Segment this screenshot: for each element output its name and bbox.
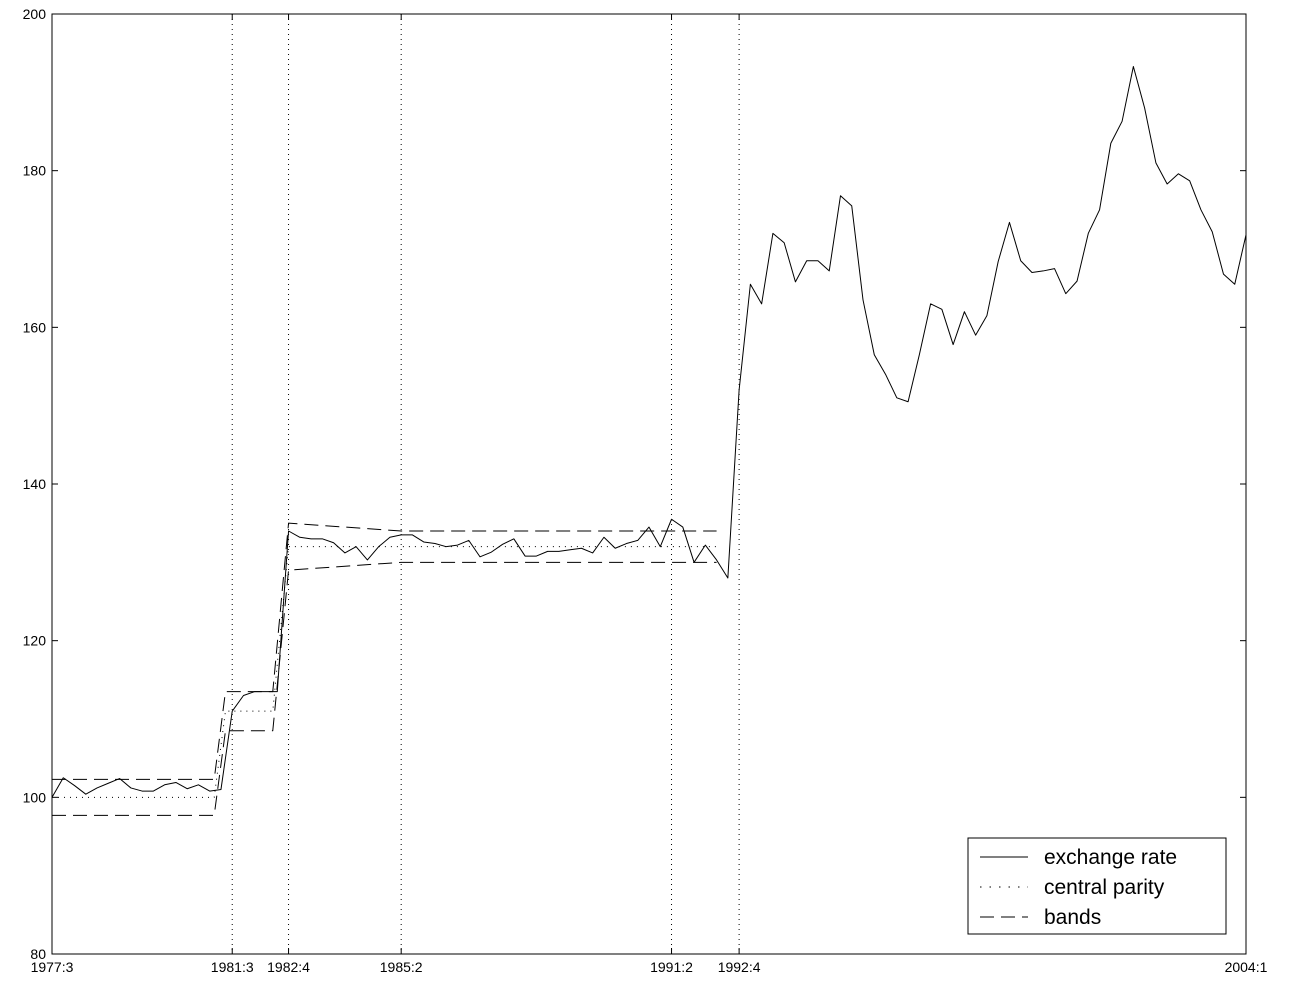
x-tick-label-2: 1982:4	[267, 959, 310, 975]
legend-label-bands: bands	[1044, 906, 1101, 929]
x-tick-label-0: 1977:3	[31, 959, 74, 975]
series-line-bands-lower	[52, 561, 717, 816]
x-tick-label-1: 1981:3	[211, 959, 254, 975]
y-tick-label-6: 200	[23, 6, 47, 22]
x-tick-label-6: 2004:1	[1225, 959, 1268, 975]
series-line-central-parity	[52, 546, 717, 798]
x-tick-label-3: 1985:2	[380, 959, 423, 975]
series-line-bands-upper	[52, 522, 717, 780]
y-tick-label-3: 140	[23, 476, 47, 492]
y-axis-ticks: 80 100 120 140 160 180 200	[23, 6, 1246, 962]
legend-box	[967, 837, 1227, 935]
series-line-exchange-rate	[51, 65, 1247, 798]
y-tick-label-0: 80	[30, 946, 46, 962]
x-tick-label-5: 1992:4	[718, 959, 761, 975]
vertical-gridlines	[231, 14, 740, 954]
x-tick-label-4: 1991:2	[650, 959, 693, 975]
legend: exchange rate central parity bands	[967, 837, 1227, 935]
y-tick-label-2: 120	[23, 633, 47, 649]
exchange-rate-series	[51, 65, 1247, 798]
plot-area-frame	[51, 13, 1247, 955]
central-parity-series	[52, 546, 717, 798]
y-tick-label-5: 180	[23, 163, 47, 179]
band-series	[52, 522, 717, 816]
legend-label-exchange-rate: exchange rate	[1044, 846, 1177, 869]
y-tick-label-1: 100	[23, 789, 47, 805]
y-tick-label-4: 160	[23, 319, 47, 335]
legend-label-central-parity: central parity	[1044, 876, 1165, 899]
x-axis-ticks: 1977:3 1981:3 1982:4 1985:2 1991:2 1992:4 2004…	[31, 14, 1268, 975]
